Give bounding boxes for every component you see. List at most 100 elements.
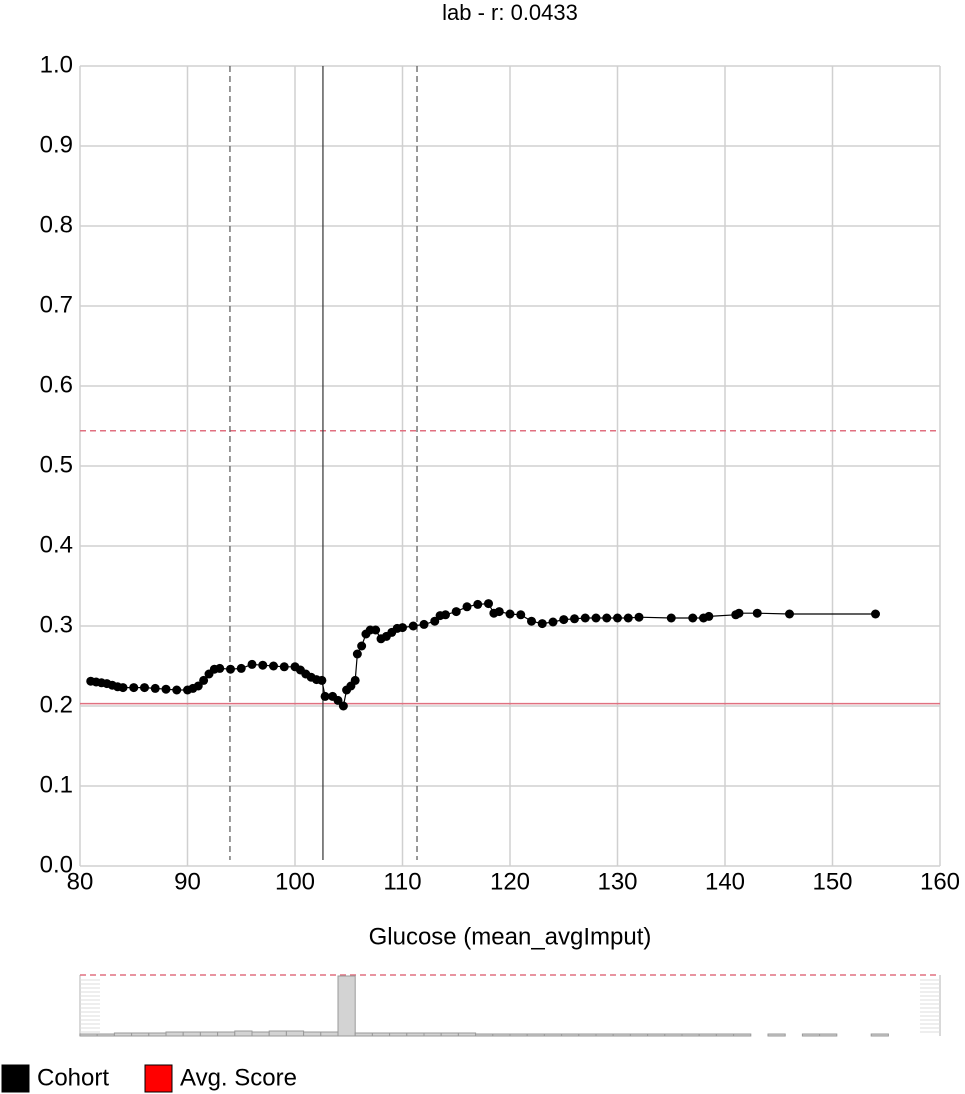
y-tick-label: 1.0 <box>40 51 73 78</box>
x-tick-label: 140 <box>705 868 745 895</box>
histogram-bar <box>801 1033 821 1037</box>
data-point <box>150 683 160 693</box>
data-point <box>419 619 429 629</box>
data-point <box>408 621 418 631</box>
y-tick-label: 0.4 <box>40 531 73 558</box>
y-tick-label: 0.5 <box>40 451 73 478</box>
histogram-bar <box>475 1033 494 1037</box>
data-point <box>258 660 268 670</box>
histogram-bar <box>182 1031 201 1037</box>
legend-swatch <box>1 1064 30 1093</box>
histogram-bar <box>681 1033 700 1037</box>
legend-swatch <box>144 1064 173 1093</box>
x-tick-label: 120 <box>490 868 530 895</box>
data-point <box>494 607 504 617</box>
data-point <box>352 649 362 659</box>
data-point <box>537 619 547 629</box>
histogram-bar <box>251 1031 270 1037</box>
data-point <box>548 617 558 627</box>
data-point <box>785 609 794 619</box>
data-point <box>559 615 569 625</box>
histogram-bar <box>320 1031 339 1037</box>
data-point <box>602 613 612 623</box>
data-point <box>320 691 330 701</box>
data-point <box>350 675 360 685</box>
histogram-bar <box>870 1033 889 1037</box>
y-tick-label: 0.1 <box>40 771 73 798</box>
data-point <box>226 664 235 674</box>
x-axis-label: Glucose (mean_avgImput) <box>369 923 652 950</box>
data-point <box>430 616 440 626</box>
histogram-bar <box>698 1033 717 1037</box>
histogram-bar <box>664 1033 683 1037</box>
data-point <box>371 625 381 635</box>
histogram-bar <box>199 1031 219 1037</box>
x-tick-label: 160 <box>920 868 960 895</box>
data-point <box>161 684 171 694</box>
data-point <box>570 614 579 624</box>
y-tick-label: 0.6 <box>40 371 73 398</box>
data-point <box>441 610 450 620</box>
histogram-bar <box>131 1032 150 1037</box>
data-point <box>871 609 880 619</box>
data-point <box>333 695 343 705</box>
data-point <box>527 616 536 626</box>
y-tick-label: 0.8 <box>40 211 73 238</box>
chart-title: lab - r: 0.0433 <box>442 0 578 25</box>
y-tick-label: 0.2 <box>40 691 73 718</box>
legend-label: Cohort <box>37 1064 109 1091</box>
hist-stripes <box>80 979 940 1033</box>
x-tick-label: 150 <box>812 868 852 895</box>
data-point <box>199 675 209 685</box>
data-point <box>484 599 493 609</box>
histogram-bar <box>371 1032 391 1037</box>
histogram-bar <box>113 1032 133 1037</box>
data-point <box>357 641 367 651</box>
histogram-bar <box>543 1033 563 1037</box>
x-tick-label: 80 <box>67 868 94 895</box>
histogram-bar <box>354 1032 373 1037</box>
data-point <box>734 608 744 618</box>
data-point <box>634 612 644 622</box>
x-tick-label: 100 <box>275 868 315 895</box>
histogram-bar <box>440 1032 459 1037</box>
y-tick-label: 0.7 <box>40 291 73 318</box>
histogram-bar <box>526 1033 545 1037</box>
data-point <box>580 613 590 623</box>
histogram-bar <box>234 1030 253 1037</box>
data-point <box>505 609 515 619</box>
data-point <box>623 613 633 623</box>
histogram-bar <box>733 1033 752 1037</box>
histogram-bar <box>561 1033 580 1037</box>
data-point <box>666 613 676 623</box>
histogram-bar <box>217 1031 236 1037</box>
histogram-bar <box>303 1031 322 1037</box>
y-tick-label: 0.0 <box>40 851 73 878</box>
data-point <box>473 599 483 609</box>
histogram-bar <box>79 1033 98 1037</box>
data-line <box>90 602 876 708</box>
data-point <box>118 683 128 693</box>
legend-label: Avg. Score <box>180 1064 297 1091</box>
data-point <box>704 611 714 621</box>
histogram-bar <box>96 1033 115 1037</box>
data-point <box>129 683 139 693</box>
data-point <box>591 613 601 623</box>
histogram-bar <box>423 1032 442 1037</box>
data-point <box>516 610 526 620</box>
hist-frame <box>79 975 941 1036</box>
histogram-bar <box>457 1032 477 1037</box>
data-point <box>462 602 472 612</box>
data-point <box>236 663 246 673</box>
data-point <box>215 663 225 673</box>
histogram-bar <box>148 1032 167 1037</box>
data-point <box>140 683 149 693</box>
data-point <box>688 613 698 623</box>
data-point <box>247 659 257 669</box>
histogram-bar <box>285 1030 305 1037</box>
y-tick-label: 0.9 <box>40 131 73 158</box>
data-point <box>279 662 289 672</box>
data-point <box>613 613 622 623</box>
y-tick-label: 0.3 <box>40 611 73 638</box>
